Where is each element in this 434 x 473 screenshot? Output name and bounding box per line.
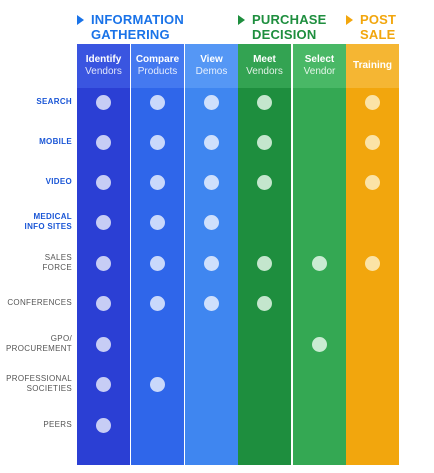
dot-marker <box>257 94 272 110</box>
dot-marker <box>204 295 219 311</box>
row-label-line2: FORCE <box>42 263 72 272</box>
dot-marker <box>96 255 111 271</box>
row-label-line1: VIDEO <box>45 177 72 186</box>
dot-marker <box>204 255 219 271</box>
dot-marker <box>257 255 272 271</box>
column-header-identify: Identify Vendors <box>77 44 130 88</box>
dot-marker <box>365 94 380 110</box>
phase-title-line2: SALE <box>360 27 396 42</box>
column-header-training: Training <box>346 44 399 88</box>
row-label-line1: PROFESSIONAL <box>6 374 72 383</box>
dot-marker <box>96 94 111 110</box>
phase-arrow-icon <box>238 15 245 25</box>
column-view: View Demos <box>185 44 238 465</box>
row-label-line1: SEARCH <box>36 97 72 106</box>
row-label-societies: PROFESSIONAL SOCIETIES <box>0 374 72 394</box>
column-identify: Identify Vendors <box>77 44 130 465</box>
dot-marker <box>96 134 111 150</box>
dot-marker <box>204 94 219 110</box>
dot-marker <box>150 134 165 150</box>
phase-title-line2: GATHERING <box>91 27 170 42</box>
row-label-line2: INFO SITES <box>24 222 72 231</box>
dot-marker <box>150 295 165 311</box>
dot-marker <box>204 174 219 190</box>
row-label-line1: CONFERENCES <box>7 298 72 307</box>
dot-marker <box>96 376 111 392</box>
dot-marker <box>96 214 111 230</box>
row-label-medical: MEDICAL INFO SITES <box>0 212 72 232</box>
row-label-line1: PEERS <box>43 420 72 429</box>
dot-marker <box>257 134 272 150</box>
dot-marker <box>257 295 272 311</box>
phase-title: POST SALE <box>360 12 396 42</box>
row-label-line1: MOBILE <box>39 137 72 146</box>
row-label-line2: PROCUREMENT <box>6 344 72 353</box>
column-title: Meet <box>253 54 276 65</box>
dot-marker <box>365 134 380 150</box>
dot-marker <box>150 214 165 230</box>
dot-marker <box>150 255 165 271</box>
phase-title-line1: POST <box>360 12 397 27</box>
dot-marker <box>96 295 111 311</box>
dot-marker <box>204 214 219 230</box>
column-training: Training <box>346 44 399 465</box>
dot-marker <box>150 376 165 392</box>
dot-marker <box>96 174 111 190</box>
column-header-compare: Compare Products <box>131 44 184 88</box>
dot-marker <box>150 174 165 190</box>
column-compare: Compare Products <box>131 44 184 465</box>
row-label-line1: SALES <box>44 253 72 262</box>
column-title: Training <box>353 60 392 71</box>
row-label-video: VIDEO <box>0 177 72 187</box>
dot-marker <box>312 336 327 352</box>
column-title: Identify <box>85 54 122 65</box>
dot-marker <box>257 174 272 190</box>
dot-marker <box>365 255 380 271</box>
column-meet: Meet Vendors <box>238 44 291 465</box>
column-header-meet: Meet Vendors <box>238 44 291 88</box>
row-label-conferences: CONFERENCES <box>0 298 72 308</box>
dot-marker <box>312 255 327 271</box>
dot-marker <box>365 174 380 190</box>
phase-title: INFORMATION GATHERING <box>91 12 184 42</box>
phase-title-line1: PURCHASE <box>252 12 327 27</box>
column-subtitle: Products <box>137 66 178 77</box>
row-label-gpo: GPO/PROCUREMENT <box>0 334 72 354</box>
phase-title: PURCHASE DECISION <box>252 12 327 42</box>
dot-marker <box>204 134 219 150</box>
row-label-line2: SOCIETIES <box>26 384 72 393</box>
dot-marker <box>96 417 111 433</box>
dot-marker <box>150 94 165 110</box>
column-subtitle: Demos <box>195 66 228 77</box>
column-title: Compare <box>135 54 180 65</box>
phase-arrow-icon <box>346 15 353 25</box>
column-header-view: View Demos <box>185 44 238 88</box>
phase-title-line1: INFORMATION <box>91 12 184 27</box>
column-subtitle: Vendor <box>303 66 336 77</box>
column-title: View <box>200 54 223 65</box>
row-label-sales: SALES FORCE <box>0 253 72 273</box>
row-label-peers: PEERS <box>0 420 72 430</box>
column-header-select: Select Vendor <box>293 44 346 88</box>
column-select: Select Vendor <box>293 44 346 465</box>
dot-marker <box>96 336 111 352</box>
phase-title-line2: DECISION <box>252 27 317 42</box>
column-subtitle: Vendors <box>246 66 283 77</box>
column-subtitle: Vendors <box>85 66 122 77</box>
row-label-line1: MEDICAL <box>33 212 72 221</box>
row-label-mobile: MOBILE <box>0 137 72 147</box>
row-label-search: SEARCH <box>0 97 72 107</box>
phase-arrow-icon <box>77 15 84 25</box>
row-label-line1: GPO/ <box>50 334 72 343</box>
column-title: Select <box>304 54 335 65</box>
